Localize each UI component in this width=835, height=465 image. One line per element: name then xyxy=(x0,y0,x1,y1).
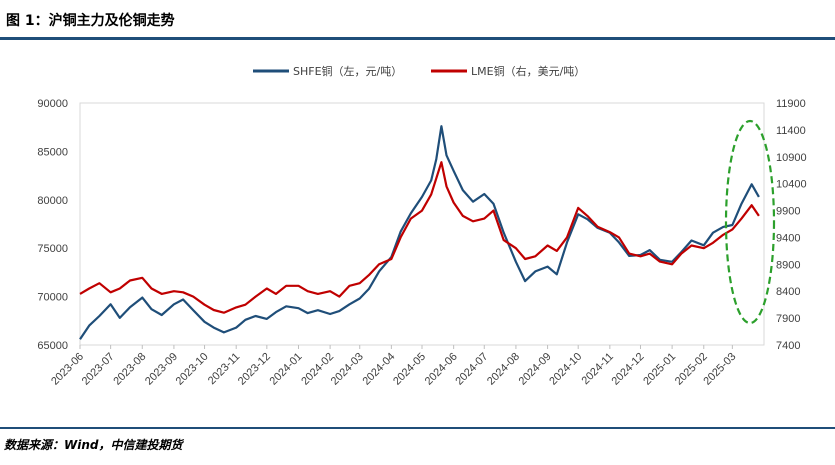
x-tick-label: 2023-10 xyxy=(174,351,211,388)
plot-frame xyxy=(79,102,765,346)
y-right-tick-label: 11900 xyxy=(776,98,806,110)
y-right-tick-label: 7400 xyxy=(776,340,800,352)
y-right-tick-label: 10400 xyxy=(776,179,807,191)
y-left-tick-label: 65000 xyxy=(37,340,68,352)
y-left-tick-label: 70000 xyxy=(37,292,68,304)
y-right-tick-label: 8900 xyxy=(776,259,800,271)
x-tick-label: 2024-08 xyxy=(485,351,522,388)
figure-title: 图 1：沪铜主力及伦铜走势 xyxy=(6,13,175,29)
y-left-tick-label: 85000 xyxy=(37,146,68,158)
y-right-tick-label: 8400 xyxy=(776,286,800,298)
x-tick-label: 2023-09 xyxy=(143,351,180,388)
bottom-rule xyxy=(0,427,835,429)
x-tick-label: 2024-03 xyxy=(329,351,366,388)
x-tick-label: 2023-11 xyxy=(206,351,242,387)
x-tick-label: 2025-03 xyxy=(701,351,738,388)
x-tick-label: 2024-09 xyxy=(517,351,554,388)
chart: SHFE铜（左，元/吨） LME铜（右，美元/吨） 65000 70000 7500… xyxy=(37,64,806,388)
y-left-tick-label: 75000 xyxy=(37,243,68,255)
y-right-tick-label: 7900 xyxy=(776,313,800,325)
y-right-tick-label: 11400 xyxy=(776,125,806,137)
legend-label-lme: LME铜（右，美元/吨） xyxy=(471,64,585,78)
y-right-tick-label: 10900 xyxy=(776,152,807,164)
highlight-ellipse xyxy=(724,119,776,325)
series-line-lme xyxy=(79,161,760,314)
series-group xyxy=(79,125,760,340)
y-right-tick-label: 9900 xyxy=(776,206,800,218)
x-tick-label: 2023-12 xyxy=(236,351,273,388)
y-right-tick-label: 9400 xyxy=(776,232,800,244)
x-tick-label: 2024-10 xyxy=(547,351,584,388)
x-tick-label: 2023-06 xyxy=(49,351,86,388)
legend: SHFE铜（左，元/吨） LME铜（右，美元/吨） xyxy=(253,64,585,78)
x-tick-label: 2024-01 xyxy=(268,351,305,388)
x-tick-label: 2025-01 xyxy=(641,351,678,388)
source-note: 数据来源：Wind，中信建投期货 xyxy=(4,438,183,452)
top-rule xyxy=(0,37,835,40)
x-tick-label: 2024-05 xyxy=(391,351,428,388)
axes: 65000 70000 75000 80000 85000 90000 7400 7900 84… xyxy=(37,98,806,388)
y-left-tick-label: 90000 xyxy=(37,98,68,110)
x-tick-label: 2024-11 xyxy=(580,351,616,387)
x-tick-label: 2024-12 xyxy=(610,351,647,388)
x-tick-label: 2023-07 xyxy=(80,351,117,388)
legend-label-shfe: SHFE铜（左，元/吨） xyxy=(293,64,402,78)
x-tick-label: 2024-07 xyxy=(453,351,490,388)
y-left-tick-label: 80000 xyxy=(37,195,68,207)
x-tick-label: 2024-04 xyxy=(360,351,397,388)
x-tick-label: 2023-08 xyxy=(111,351,148,388)
series-line-shfe xyxy=(79,125,760,340)
x-tick-label: 2024-06 xyxy=(423,351,460,388)
